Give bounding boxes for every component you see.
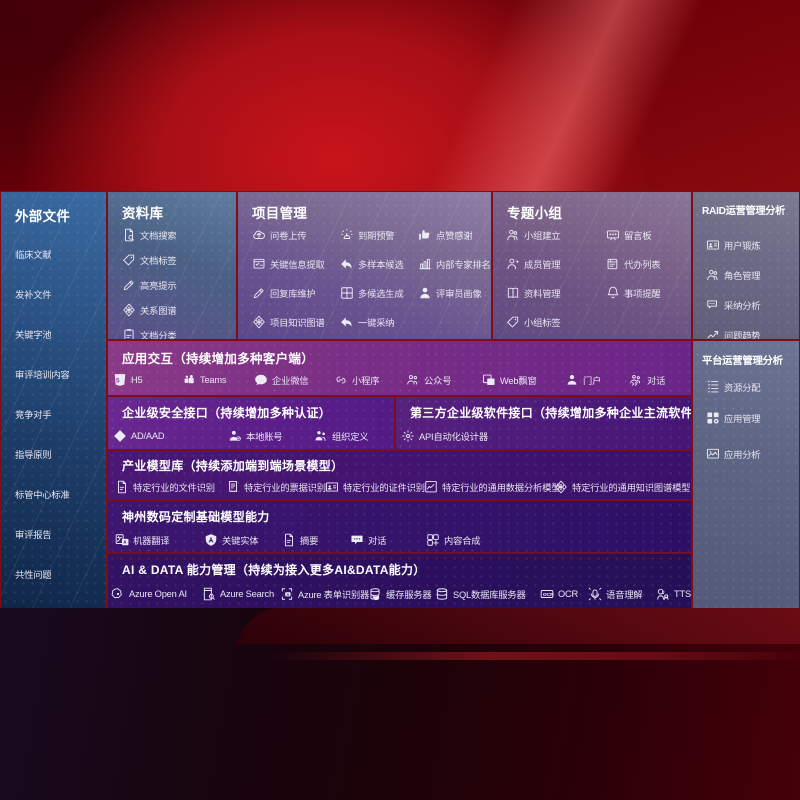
svg-text:OCR: OCR (543, 592, 554, 598)
